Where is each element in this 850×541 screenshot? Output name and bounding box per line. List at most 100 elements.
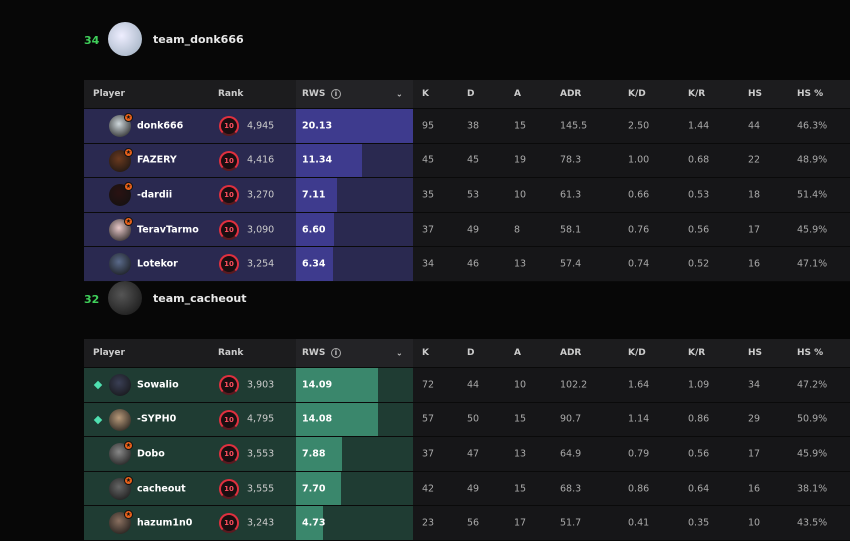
stat-hsp: 51.4%	[797, 189, 828, 201]
player-elo: 3,555	[247, 483, 275, 495]
player-row[interactable]: ★ TeravTarmo 10 3,090 6.60 37 49 8 58.1 0.76…	[84, 212, 850, 248]
col-player[interactable]: Player	[93, 348, 125, 358]
team-0: 34 team_donk666 Player Rank RWS i ⌄ K D A A…	[84, 20, 850, 282]
skill-level-10-icon: 10	[219, 185, 239, 206]
stat-hs: 17	[748, 448, 761, 460]
stat-adr: 78.3	[560, 154, 582, 166]
player-name[interactable]: -dardii	[137, 189, 173, 201]
info-icon[interactable]: i	[331, 348, 341, 358]
table-header: Player Rank RWS i ⌄ K D A ADR K/D K/R HS HS %	[84, 339, 850, 368]
player-avatar[interactable]	[109, 374, 131, 396]
skill-level-10-icon: 10	[219, 219, 239, 240]
player-name[interactable]: -SYPH0	[137, 413, 177, 425]
skill-level-10-icon: 10	[219, 444, 239, 465]
skill-level-10-icon: 10	[219, 513, 239, 534]
col-a[interactable]: A	[514, 348, 521, 358]
team-name[interactable]: team_donk666	[153, 33, 244, 46]
col-a[interactable]: A	[514, 89, 521, 99]
player-row[interactable]: -SYPH0 10 4,795 14.08 57 50 15 90.7 1.14 0.86…	[84, 402, 850, 438]
player-row[interactable]: ★ donk666 10 4,945 20.13 95 38 15 145.5 2.50…	[84, 109, 850, 144]
chevron-down-icon[interactable]: ⌄	[396, 89, 403, 99]
col-hs[interactable]: HS	[748, 348, 763, 358]
rws-bar	[296, 471, 341, 506]
col-rws[interactable]: RWS i ⌄	[296, 80, 413, 108]
stat-d: 45	[467, 154, 480, 166]
stat-k: 45	[422, 154, 435, 166]
player-name[interactable]: Dobo	[137, 448, 165, 460]
col-rank[interactable]: Rank	[218, 89, 244, 99]
stat-d: 49	[467, 224, 480, 236]
skill-level-10-icon: 10	[219, 375, 239, 395]
stat-d: 46	[467, 258, 480, 270]
stat-d: 44	[467, 379, 480, 391]
stat-kd: 0.76	[628, 224, 650, 236]
rws-bar	[296, 109, 413, 143]
premium-star-icon: ★	[124, 182, 133, 192]
player-name[interactable]: Sowalio	[137, 379, 179, 391]
col-adr[interactable]: ADR	[560, 348, 582, 358]
info-icon[interactable]: i	[331, 89, 341, 99]
col-adr[interactable]: ADR	[560, 89, 582, 99]
player-row[interactable]: ★ -dardii 10 3,270 7.11 35 53 10 61.3 0.66 0.…	[84, 178, 850, 213]
team-avatar[interactable]	[108, 281, 142, 315]
stat-kr: 1.44	[688, 120, 710, 132]
col-rws-label: RWS	[302, 348, 326, 358]
col-hsp[interactable]: HS %	[797, 348, 824, 358]
col-hsp[interactable]: HS %	[797, 89, 824, 99]
stat-a: 17	[514, 517, 527, 529]
rws-value: 14.09	[302, 379, 333, 391]
stat-kr: 0.53	[688, 189, 710, 201]
player-name[interactable]: cacheout	[137, 483, 186, 495]
col-kd[interactable]: K/D	[628, 89, 646, 99]
player-row[interactable]: ★ cacheout 10 3,555 7.70 42 49 15 68.3 0.86 0…	[84, 471, 850, 507]
rws-value: 4.73	[302, 517, 326, 529]
player-name[interactable]: hazum1n0	[137, 517, 193, 529]
stat-hs: 16	[748, 258, 761, 270]
player-elo: 3,243	[247, 517, 275, 529]
player-name[interactable]: donk666	[137, 120, 184, 132]
stat-hsp: 48.9%	[797, 154, 828, 166]
stat-d: 50	[467, 413, 480, 425]
player-name[interactable]: TeravTarmo	[137, 224, 199, 236]
chevron-down-icon[interactable]: ⌄	[396, 348, 403, 358]
stat-adr: 57.4	[560, 258, 582, 270]
stat-kd: 2.50	[628, 120, 650, 132]
player-row[interactable]: ★ hazum1n0 10 3,243 4.73 23 56 17 51.7 0.41 0…	[84, 506, 850, 541]
col-rws[interactable]: RWS i ⌄	[296, 339, 413, 367]
stat-a: 10	[514, 189, 527, 201]
player-row[interactable]: ★ FAZERY 10 4,416 11.34 45 45 19 78.3 1.00 0.…	[84, 143, 850, 179]
stat-k: 37	[422, 224, 435, 236]
stat-kr: 0.52	[688, 258, 710, 270]
rws-cell: 4.73	[296, 506, 413, 540]
rws-value: 20.13	[302, 120, 333, 132]
stat-k: 37	[422, 448, 435, 460]
col-rank[interactable]: Rank	[218, 348, 244, 358]
col-k[interactable]: K	[422, 89, 429, 99]
player-avatar[interactable]	[109, 253, 131, 276]
stat-kd: 0.41	[628, 517, 650, 529]
player-row[interactable]: Lotekor 10 3,254 6.34 34 46 13 57.4 0.74 0.52…	[84, 247, 850, 282]
rws-cell: 14.08	[296, 402, 413, 437]
col-hs[interactable]: HS	[748, 89, 763, 99]
col-player[interactable]: Player	[93, 89, 125, 99]
player-name[interactable]: FAZERY	[137, 154, 177, 166]
player-name[interactable]: Lotekor	[137, 258, 178, 270]
team-name[interactable]: team_cacheout	[153, 292, 247, 305]
player-row[interactable]: ★ Dobo 10 3,553 7.88 37 47 13 64.9 0.79 0.56 1…	[84, 437, 850, 472]
rws-value: 7.88	[302, 448, 326, 460]
col-kr[interactable]: K/R	[688, 89, 706, 99]
team-avatar[interactable]	[108, 22, 142, 56]
stat-hsp: 46.3%	[797, 120, 828, 132]
col-d[interactable]: D	[467, 89, 475, 99]
rws-value: 6.34	[302, 258, 326, 270]
premium-star-icon: ★	[124, 441, 133, 451]
col-k[interactable]: K	[422, 348, 429, 358]
player-avatar[interactable]	[109, 408, 131, 431]
col-kr[interactable]: K/R	[688, 348, 706, 358]
stat-kd: 0.79	[628, 448, 650, 460]
col-kd[interactable]: K/D	[628, 348, 646, 358]
player-row[interactable]: Sowalio 10 3,903 14.09 72 44 10 102.2 1.64 1.…	[84, 368, 850, 403]
skill-level-10-icon: 10	[219, 116, 239, 136]
col-d[interactable]: D	[467, 348, 475, 358]
stat-hs: 34	[748, 379, 761, 391]
